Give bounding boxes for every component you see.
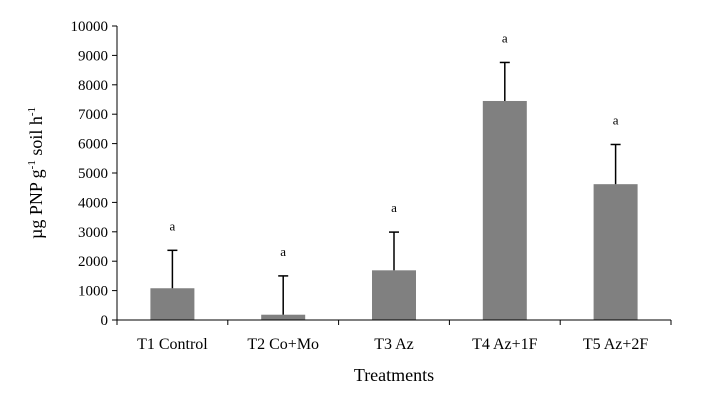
- x-tick-label: T5 Az+2F: [583, 336, 649, 353]
- x-axis-title: Treatments: [354, 365, 434, 385]
- significance-labels: a a a a a: [170, 30, 619, 258]
- y-tick-label: 2000: [78, 254, 108, 270]
- bar: [593, 184, 638, 320]
- y-tick-label: 8000: [78, 78, 108, 94]
- y-axis-title: µg PNP g-1 soil h-1: [26, 107, 46, 239]
- y-axis-title-middle: soil h: [26, 116, 46, 160]
- y-axis-title-sup2: -1: [26, 107, 38, 116]
- x-tick-label: T4 Az+1F: [472, 336, 538, 353]
- y-tick-label: 3000: [78, 225, 108, 241]
- y-axis-ticks: 0 1000 2000 3000 4000 5000 6000 7000 8000 9000 100…: [71, 19, 117, 329]
- bar: [372, 270, 416, 320]
- y-axis-title-prefix: µg PNP g: [26, 169, 46, 239]
- y-tick-label: 9000: [78, 48, 108, 64]
- significance-label: a: [502, 30, 508, 45]
- bar: [150, 288, 195, 320]
- y-tick-label: 1000: [78, 284, 108, 300]
- y-tick-label: 5000: [78, 166, 108, 182]
- error-bars: [167, 61, 621, 315]
- y-tick-label: 0: [101, 313, 109, 329]
- x-tick-label: T1 Control: [137, 336, 208, 353]
- significance-label: a: [613, 112, 619, 127]
- significance-label: a: [280, 244, 286, 259]
- x-tick-label: T2 Co+Mo: [247, 336, 319, 353]
- bar: [261, 314, 306, 320]
- bar: [482, 100, 527, 320]
- y-tick-label: 6000: [78, 137, 108, 153]
- significance-label: a: [391, 200, 397, 215]
- x-axis-ticks: T1 Control T2 Co+Mo T3 Az T4 Az+1F T5 Az+2F: [116, 320, 672, 353]
- y-tick-label: 10000: [71, 19, 109, 35]
- significance-label: a: [170, 218, 176, 233]
- y-tick-label: 7000: [78, 107, 108, 123]
- bars: [150, 100, 638, 320]
- x-tick-label: T3 Az: [374, 336, 414, 353]
- y-axis-title-sup1: -1: [26, 160, 38, 169]
- y-tick-label: 4000: [78, 195, 108, 211]
